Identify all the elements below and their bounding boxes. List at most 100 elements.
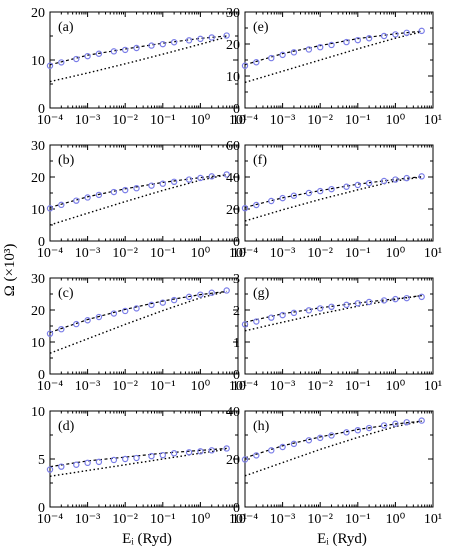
x-tick-label: 10⁻²	[112, 113, 138, 128]
data-point-circle	[392, 420, 399, 427]
data-point-circle	[133, 44, 140, 52]
data-point-circle	[253, 318, 260, 325]
y-tick-label: 30	[226, 6, 240, 21]
series-dashed-line	[244, 295, 422, 323]
panel-label: (f)	[253, 153, 267, 168]
data-point-circle	[223, 171, 230, 178]
data-point-circle	[148, 452, 155, 460]
data-point-circle	[354, 181, 361, 189]
data-point-circle	[95, 313, 103, 321]
x-tick-label: 10⁻³	[75, 379, 101, 394]
data-point-circle	[197, 35, 204, 43]
data-point-circle	[110, 310, 118, 317]
data-point-circle	[170, 450, 178, 457]
data-point-circle	[365, 424, 373, 432]
data-point-circle	[317, 305, 324, 312]
data-point-circle	[110, 48, 118, 55]
y-tick-label: 10	[226, 70, 240, 85]
panel-label: (e)	[253, 20, 269, 35]
data-point-circle	[328, 432, 335, 439]
data-point-circle	[354, 300, 361, 307]
data-point-circle	[253, 59, 260, 66]
data-point-circle	[121, 46, 129, 54]
x-tick-label: 10⁻⁴	[232, 246, 258, 261]
plot-frame	[244, 410, 434, 508]
y-tick-label: 0	[233, 501, 240, 516]
x-tick-label: 10¹	[229, 379, 247, 394]
x-tick-label: 10⁻⁴	[232, 512, 258, 527]
data-point-circle	[365, 35, 373, 42]
x-axis-title-right: Eᵢ (Ryd)	[317, 531, 367, 547]
x-tick-label: 10⁻²	[112, 246, 138, 261]
data-point-circle	[290, 192, 298, 199]
data-point-circle	[148, 301, 155, 309]
data-point-circle	[268, 54, 275, 62]
data-point-circle	[73, 320, 80, 328]
data-point-circle	[253, 452, 260, 459]
y-tick-label: 20	[226, 38, 240, 53]
x-tick-label: 10⁻²	[307, 113, 333, 128]
y-tick-label: 10	[31, 405, 45, 420]
data-point-circle	[317, 434, 324, 442]
x-tick-label: 10⁻²	[307, 246, 333, 261]
y-tick-label: 0	[233, 102, 240, 117]
data-point-circle	[46, 330, 54, 337]
data-point-circle	[185, 37, 193, 44]
data-point-circle	[159, 40, 166, 48]
data-point-circle	[279, 443, 286, 451]
data-point-circle	[290, 309, 298, 317]
x-tick-label: 10⁰	[386, 379, 406, 394]
series-dotted-line	[49, 174, 227, 226]
data-point-circle	[241, 204, 249, 212]
x-tick-label: 10⁻¹	[150, 113, 176, 128]
data-point-circle	[223, 32, 230, 39]
x-tick-label: 10¹	[229, 512, 247, 527]
x-tick-label: 10¹	[424, 113, 442, 128]
y-tick-label: 60	[226, 139, 240, 154]
data-point-circle	[317, 44, 324, 51]
y-axis-title: Ω (×10³)	[2, 244, 18, 297]
y-tick-label: 10	[31, 336, 45, 351]
x-tick-label: 10⁻³	[270, 379, 296, 394]
data-point-circle	[268, 314, 275, 321]
data-point-circle	[170, 296, 178, 304]
data-point-circle	[253, 201, 260, 209]
data-point-circle	[241, 456, 249, 463]
data-point-circle	[170, 39, 178, 46]
y-tick-label: 3	[233, 272, 240, 287]
data-point-circle	[159, 299, 166, 306]
x-tick-label: 10⁻¹	[150, 379, 176, 394]
plot-frame	[244, 277, 434, 375]
data-point-circle	[279, 311, 286, 319]
data-point-circle	[73, 55, 80, 63]
data-point-circle	[95, 50, 103, 57]
x-tick-label: 10¹	[229, 113, 247, 128]
data-point-circle	[208, 289, 215, 296]
data-point-circle	[290, 440, 298, 448]
x-tick-label: 10⁰	[191, 246, 211, 261]
data-point-circle	[279, 51, 286, 59]
data-point-circle	[343, 429, 350, 436]
y-tick-label: 30	[31, 272, 45, 287]
data-point-circle	[418, 27, 425, 35]
plot-frame	[49, 144, 239, 242]
series-dotted-line	[244, 31, 422, 84]
x-tick-label: 10⁻⁴	[232, 379, 258, 394]
series-dotted-line	[244, 420, 422, 477]
panel-label: (g)	[253, 286, 270, 301]
data-point-circle	[148, 182, 155, 189]
data-point-circle	[58, 201, 65, 209]
data-point-circle	[46, 205, 54, 212]
series-dotted-line	[49, 448, 227, 477]
series-dashed-line	[244, 176, 422, 208]
data-point-circle	[223, 445, 230, 452]
data-point-circle	[110, 456, 118, 464]
y-tick-label: 0	[38, 501, 45, 516]
x-tick-label: 10⁻¹	[150, 512, 176, 527]
series-dashed-line	[244, 30, 422, 66]
data-point-circle	[73, 461, 80, 468]
